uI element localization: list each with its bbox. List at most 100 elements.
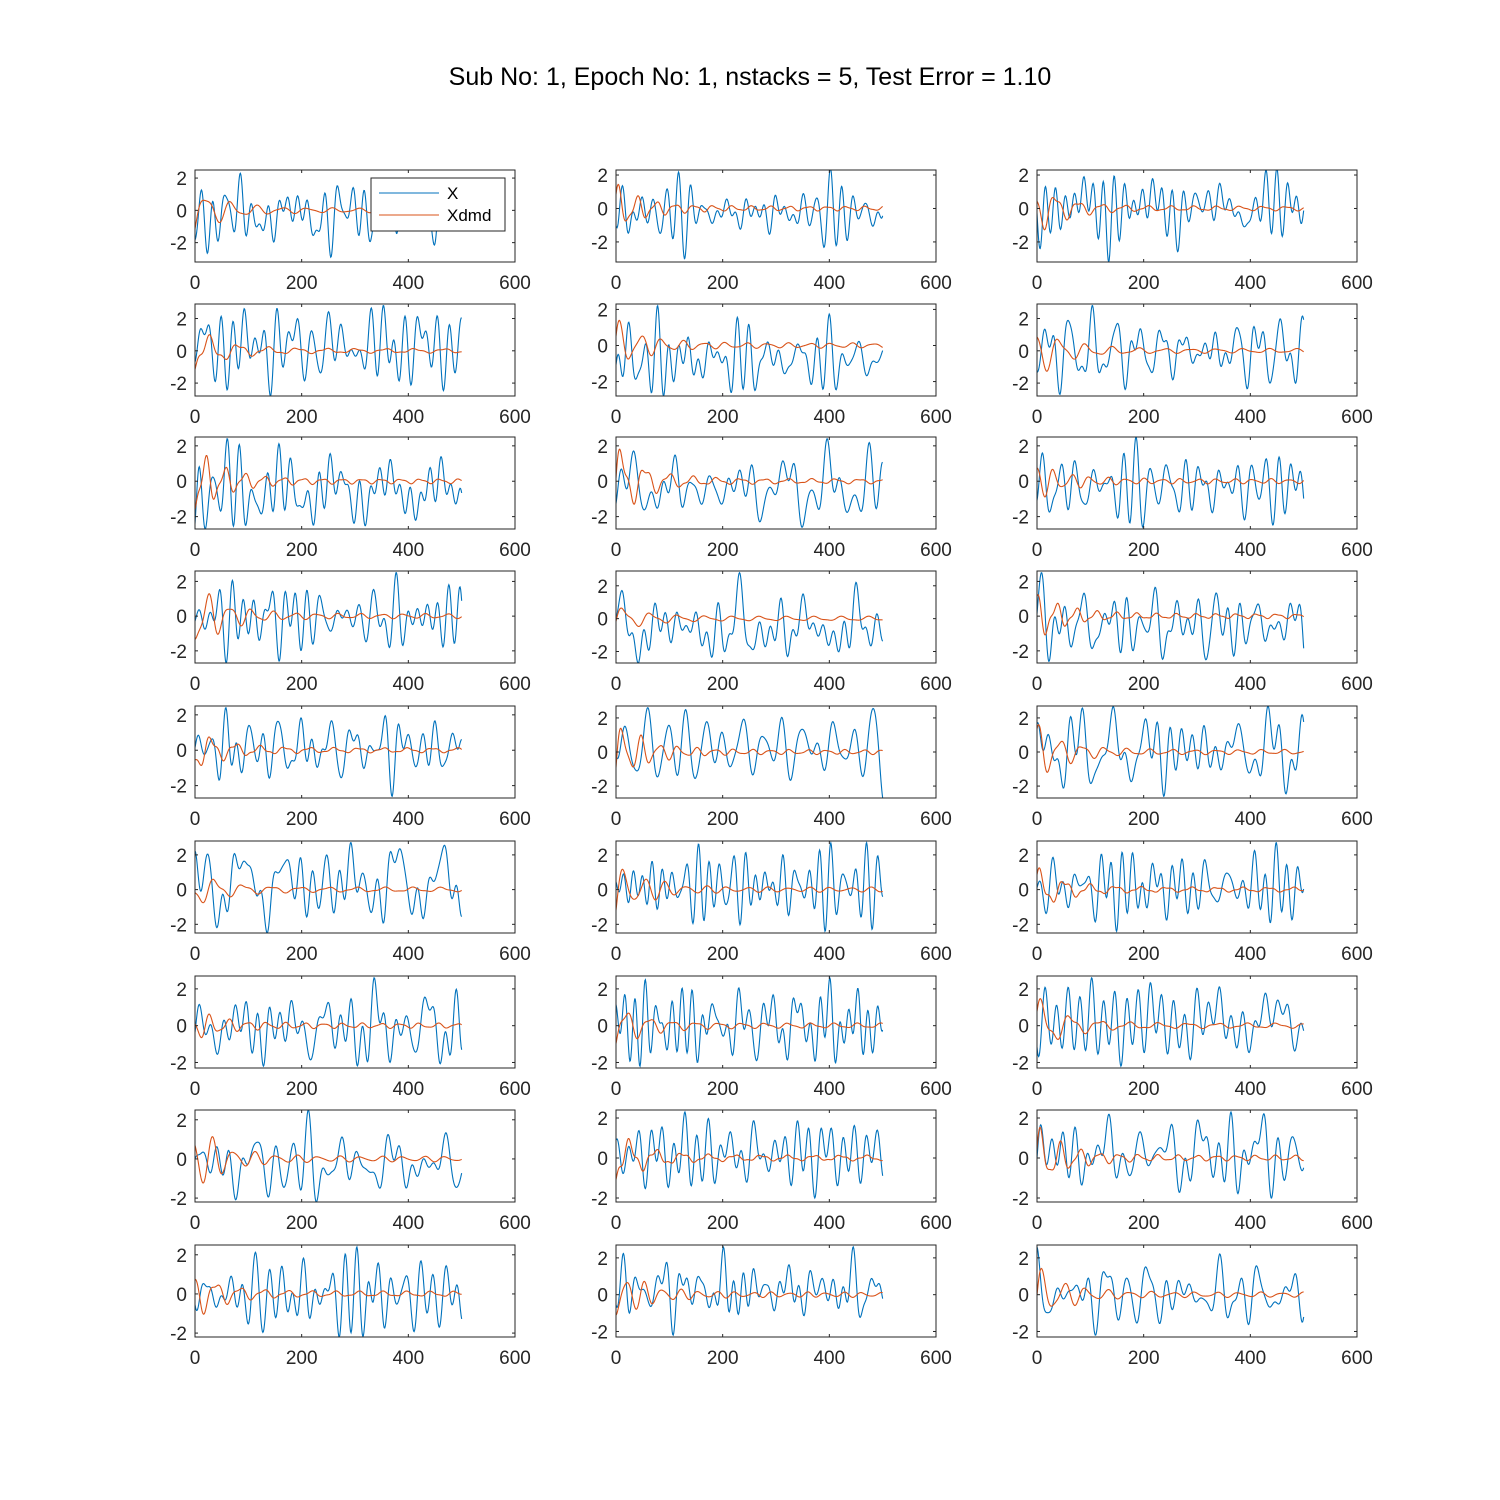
x-tick-label: 600 bbox=[499, 1213, 531, 1234]
y-tick-label: 2 bbox=[597, 300, 608, 321]
y-tick-label: 2 bbox=[1018, 1249, 1029, 1270]
series-xdmd-line bbox=[616, 1137, 883, 1180]
y-tick-label: 2 bbox=[176, 1111, 187, 1132]
axes-frame bbox=[615, 1244, 937, 1338]
series-x-line bbox=[195, 437, 463, 529]
x-tick-label: 600 bbox=[1341, 1213, 1373, 1234]
x-tick-label: 0 bbox=[190, 407, 201, 428]
x-tick-label: 200 bbox=[286, 809, 318, 830]
x-tick-label: 600 bbox=[1341, 809, 1373, 830]
y-tick-label: 0 bbox=[176, 201, 187, 222]
x-tick-label: 0 bbox=[1032, 407, 1043, 428]
subplot-3: 0 200 400 600-202 bbox=[1012, 166, 1373, 294]
x-tick-label: 0 bbox=[1032, 1348, 1043, 1369]
series-x-line bbox=[616, 707, 884, 798]
y-tick-label: 2 bbox=[176, 437, 187, 458]
series-xdmd-line bbox=[616, 319, 883, 360]
x-tick-label: 400 bbox=[392, 1348, 424, 1369]
y-tick-label: 2 bbox=[1018, 166, 1029, 187]
x-tick-label: 400 bbox=[1234, 1213, 1266, 1234]
y-tick-label: 2 bbox=[597, 1249, 608, 1270]
x-tick-label: 0 bbox=[1032, 273, 1043, 294]
y-tick-label: 0 bbox=[176, 741, 187, 762]
series-x-line bbox=[1037, 1246, 1305, 1336]
x-tick-label: 200 bbox=[707, 809, 739, 830]
y-tick-label: 2 bbox=[176, 980, 187, 1001]
x-tick-label: 400 bbox=[813, 1348, 845, 1369]
y-tick-label: 2 bbox=[1018, 709, 1029, 730]
y-tick-label: 2 bbox=[597, 1109, 608, 1130]
x-tick-label: 0 bbox=[190, 1079, 201, 1100]
x-tick-label: 0 bbox=[1032, 540, 1043, 561]
y-tick-label: 0 bbox=[597, 1286, 608, 1307]
subplot-14: 0 200 400 600-202 bbox=[591, 705, 952, 830]
x-tick-label: 200 bbox=[1128, 273, 1160, 294]
y-tick-label: -2 bbox=[170, 1324, 187, 1345]
axes-background bbox=[1037, 170, 1357, 262]
y-tick-label: 0 bbox=[1018, 1286, 1029, 1307]
y-tick-label: -2 bbox=[1012, 642, 1029, 663]
y-tick-label: 0 bbox=[597, 199, 608, 220]
x-tick-label: 200 bbox=[1128, 1079, 1160, 1100]
series-xdmd-line bbox=[1037, 867, 1304, 903]
x-tick-label: 200 bbox=[1128, 1213, 1160, 1234]
subplot-21: 0 200 400 600-202 bbox=[1012, 975, 1373, 1100]
x-tick-label: 600 bbox=[920, 1079, 952, 1100]
y-tick-label: 2 bbox=[1018, 572, 1029, 593]
x-tick-label: 0 bbox=[1032, 944, 1043, 965]
x-tick-label: 0 bbox=[611, 1213, 622, 1234]
y-tick-label: 0 bbox=[176, 1150, 187, 1171]
series-xdmd-line bbox=[195, 593, 462, 640]
y-tick-label: 0 bbox=[1018, 472, 1029, 493]
y-tick-label: -2 bbox=[1012, 1053, 1029, 1074]
y-tick-label: 2 bbox=[176, 310, 187, 331]
y-tick-label: -2 bbox=[1012, 233, 1029, 254]
y-tick-label: 2 bbox=[597, 846, 608, 867]
x-tick-label: 0 bbox=[611, 944, 622, 965]
x-tick-label: 600 bbox=[920, 540, 952, 561]
x-tick-label: 600 bbox=[1341, 1079, 1373, 1100]
y-tick-label: -2 bbox=[591, 233, 608, 254]
x-tick-label: 0 bbox=[611, 809, 622, 830]
series-xdmd-line bbox=[1037, 336, 1304, 372]
axes-background bbox=[1037, 571, 1357, 663]
series-xdmd-line bbox=[1037, 998, 1304, 1041]
x-tick-label: 400 bbox=[813, 1213, 845, 1234]
y-tick-label: 0 bbox=[176, 472, 187, 493]
series-xdmd-line bbox=[195, 736, 463, 766]
subplot-20: 0 200 400 600-202 bbox=[591, 975, 952, 1100]
x-tick-label: 0 bbox=[611, 674, 622, 695]
y-tick-label: -2 bbox=[591, 373, 608, 394]
series-x-line bbox=[1037, 437, 1305, 529]
y-tick-label: -2 bbox=[591, 643, 608, 664]
series-xdmd-line bbox=[616, 727, 883, 768]
x-tick-label: 200 bbox=[707, 1213, 739, 1234]
x-tick-label: 200 bbox=[707, 407, 739, 428]
x-tick-label: 0 bbox=[1032, 674, 1043, 695]
subplot-27: 0 200 400 600-202 bbox=[1012, 1244, 1373, 1369]
series-x-line bbox=[195, 1245, 463, 1337]
x-tick-label: 600 bbox=[1341, 407, 1373, 428]
x-tick-label: 200 bbox=[707, 540, 739, 561]
y-tick-label: 0 bbox=[597, 743, 608, 764]
axes-background bbox=[1037, 976, 1357, 1068]
y-tick-label: -2 bbox=[170, 1053, 187, 1074]
x-tick-label: 600 bbox=[499, 809, 531, 830]
subplot-2: 0 200 400 600-202 bbox=[591, 166, 952, 294]
y-tick-label: 2 bbox=[1018, 1109, 1029, 1130]
axes-frame bbox=[615, 303, 937, 397]
axes-frame bbox=[194, 705, 516, 799]
x-tick-label: 0 bbox=[190, 944, 201, 965]
series-x-line bbox=[616, 976, 884, 1068]
x-tick-label: 600 bbox=[499, 273, 531, 294]
subplot-24: 0 200 400 600-202 bbox=[1012, 1109, 1373, 1234]
y-tick-label: 2 bbox=[176, 1246, 187, 1267]
subplot-4: 0 200 400 600-202 bbox=[170, 303, 531, 428]
y-tick-label: 0 bbox=[1018, 199, 1029, 220]
subplot-25: 0 200 400 600-202 bbox=[170, 1244, 531, 1369]
x-tick-label: 400 bbox=[813, 407, 845, 428]
subplot-13: 0 200 400 600-202 bbox=[170, 705, 531, 830]
y-tick-label: -2 bbox=[1012, 915, 1029, 936]
x-tick-label: 600 bbox=[1341, 273, 1373, 294]
series-x-line bbox=[1037, 572, 1305, 662]
